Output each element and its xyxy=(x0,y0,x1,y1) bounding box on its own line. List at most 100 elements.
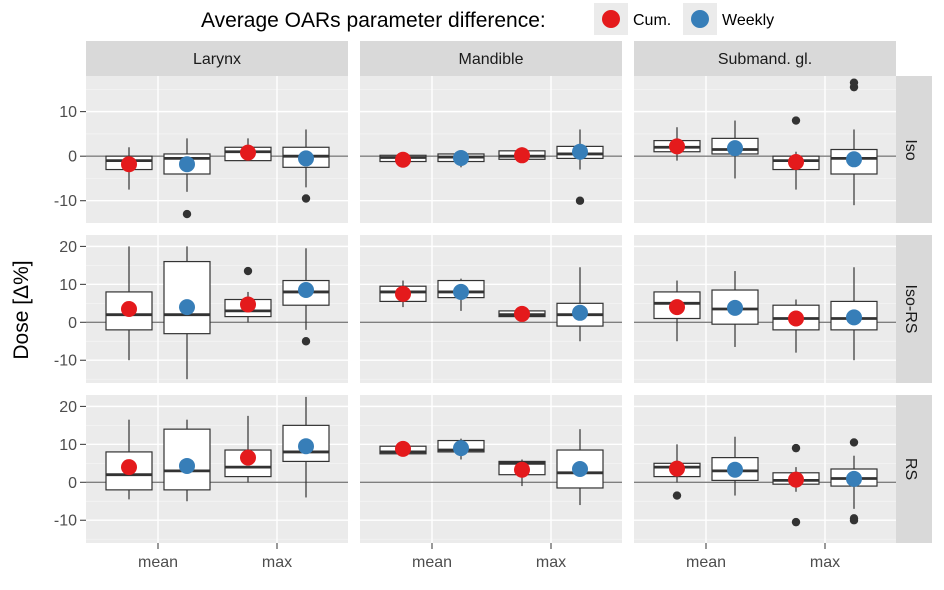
strip-col-larynx xyxy=(86,41,348,76)
y-tick-label-iso-rs--10: -10 xyxy=(54,353,77,370)
legend: Average OARs parameter difference: Cum. … xyxy=(201,3,774,35)
average-point-max-weekly xyxy=(298,282,314,299)
box-mean-weekly xyxy=(163,260,211,335)
average-point-max-cum xyxy=(514,147,530,164)
x-tick-labels: mean max mean max mean max xyxy=(138,554,840,571)
legend-label-cum: Cum. xyxy=(633,12,671,29)
outlier-max-weekly-0 xyxy=(301,337,311,346)
average-point-max-cum xyxy=(240,296,256,313)
average-point-mean-weekly xyxy=(453,149,469,166)
outlier-max-weekly-0 xyxy=(575,196,585,205)
y-tick-label-rs-0: 0 xyxy=(68,475,77,492)
outlier-max-cum-0 xyxy=(791,116,801,125)
outlier-max-weekly-2 xyxy=(849,516,859,525)
outlier-max-cum-0 xyxy=(243,266,253,276)
strip-row-iso-rs xyxy=(896,235,932,383)
average-point-mean-cum xyxy=(669,138,685,155)
y-axis-title: Dose [Δ%] xyxy=(10,260,33,359)
average-point-max-cum xyxy=(514,461,530,478)
legend-label-weekly: Weekly xyxy=(722,12,774,29)
y-tick-label-iso--10: -10 xyxy=(54,193,77,210)
average-point-mean-cum xyxy=(669,299,685,316)
panel-rs-mandible xyxy=(360,395,622,543)
strip-label-rs: RS xyxy=(902,458,919,480)
y-tick-label-rs-10: 10 xyxy=(59,437,77,454)
y-tick-label-iso-rs-0: 0 xyxy=(68,315,77,332)
average-point-mean-cum xyxy=(121,301,137,317)
panel-iso-rs-larynx xyxy=(86,235,348,383)
outlier-max-weekly-1 xyxy=(849,78,859,87)
strip-label-iso: Iso xyxy=(902,139,919,160)
strip-row-rs xyxy=(896,395,932,543)
y-tick-label-iso-10: 10 xyxy=(59,104,77,121)
y-tick-label-rs--10: -10 xyxy=(54,513,77,530)
average-point-max-cum xyxy=(788,153,804,170)
legend-key-cum xyxy=(602,10,620,28)
y-tick-label-iso-rs-20: 20 xyxy=(59,239,77,256)
legend-key-weekly xyxy=(691,10,709,28)
average-point-max-cum xyxy=(788,310,804,327)
panel-rs-submand-gl xyxy=(634,395,896,543)
outlier-max-cum-0 xyxy=(791,443,801,453)
x-tick-mean-larynx: mean xyxy=(138,554,178,571)
average-point-max-weekly xyxy=(572,461,588,477)
average-point-mean-cum xyxy=(395,285,411,302)
x-tick-mean-mandible: mean xyxy=(412,554,452,571)
y-tick-label-rs-20: 20 xyxy=(59,399,77,416)
outlier-max-weekly-0 xyxy=(849,438,859,447)
strip-label-larynx: Larynx xyxy=(193,51,241,68)
panel-iso-larynx xyxy=(86,76,348,223)
panel-iso-rs-mandible xyxy=(360,235,622,383)
average-point-mean-cum xyxy=(395,440,411,457)
y-tick-label-iso-0: 0 xyxy=(68,149,77,166)
average-point-mean-weekly xyxy=(453,440,469,457)
x-tick-max-submand: max xyxy=(810,554,840,571)
panel-iso-submand-gl xyxy=(634,76,896,223)
average-point-mean-weekly xyxy=(453,283,469,300)
average-point-mean-weekly xyxy=(179,457,195,474)
average-point-max-cum xyxy=(240,144,256,161)
average-point-max-weekly xyxy=(298,150,314,167)
strip-col-submand xyxy=(634,41,896,76)
average-point-max-cum xyxy=(514,305,530,322)
strip-label-submand: Submand. gl. xyxy=(718,51,812,68)
x-tick-max-larynx: max xyxy=(262,554,292,571)
panel-rs-larynx xyxy=(86,395,348,543)
average-point-mean-weekly xyxy=(179,299,195,316)
strip-label-iso-rs: Iso-RS xyxy=(902,285,919,334)
average-point-mean-weekly xyxy=(179,156,195,173)
average-point-max-weekly xyxy=(572,143,588,160)
outlier-max-cum-1 xyxy=(791,517,801,527)
average-point-max-weekly xyxy=(846,151,862,168)
strip-row-iso xyxy=(896,76,932,223)
panel-iso-rs-submand-gl xyxy=(634,235,896,383)
average-point-max-weekly xyxy=(846,309,862,326)
panels: -10 0 10 -10 0 10 20 -10 0 10 20 xyxy=(54,76,896,549)
box-max-weekly xyxy=(282,424,330,463)
average-point-max-cum xyxy=(788,471,804,488)
x-tick-max-mandible: max xyxy=(536,554,566,571)
x-tick-mean-submand: mean xyxy=(686,554,726,571)
average-point-max-weekly xyxy=(846,470,862,487)
average-point-mean-cum xyxy=(395,151,411,168)
panel-iso-mandible xyxy=(360,76,622,223)
average-point-mean-cum xyxy=(669,460,685,477)
average-point-mean-weekly xyxy=(727,299,743,316)
average-point-mean-weekly xyxy=(727,461,743,478)
row-strips: Iso Iso-RS RS xyxy=(896,76,932,543)
column-strips: Larynx Mandible Submand. gl. xyxy=(86,41,896,76)
average-point-mean-cum xyxy=(121,459,137,476)
average-point-max-weekly xyxy=(298,438,314,455)
strip-label-mandible: Mandible xyxy=(459,51,524,68)
average-point-max-weekly xyxy=(572,304,588,321)
outlier-mean-cum-0 xyxy=(672,491,682,500)
legend-title: Average OARs parameter difference: xyxy=(201,9,546,32)
outlier-max-weekly-0 xyxy=(301,194,311,203)
outlier-mean-weekly-0 xyxy=(182,209,192,219)
average-point-mean-cum xyxy=(121,156,137,173)
average-point-mean-weekly xyxy=(727,140,743,157)
y-tick-label-iso-rs-10: 10 xyxy=(59,277,77,294)
strip-col-mandible xyxy=(360,41,622,76)
average-point-max-cum xyxy=(240,449,256,466)
